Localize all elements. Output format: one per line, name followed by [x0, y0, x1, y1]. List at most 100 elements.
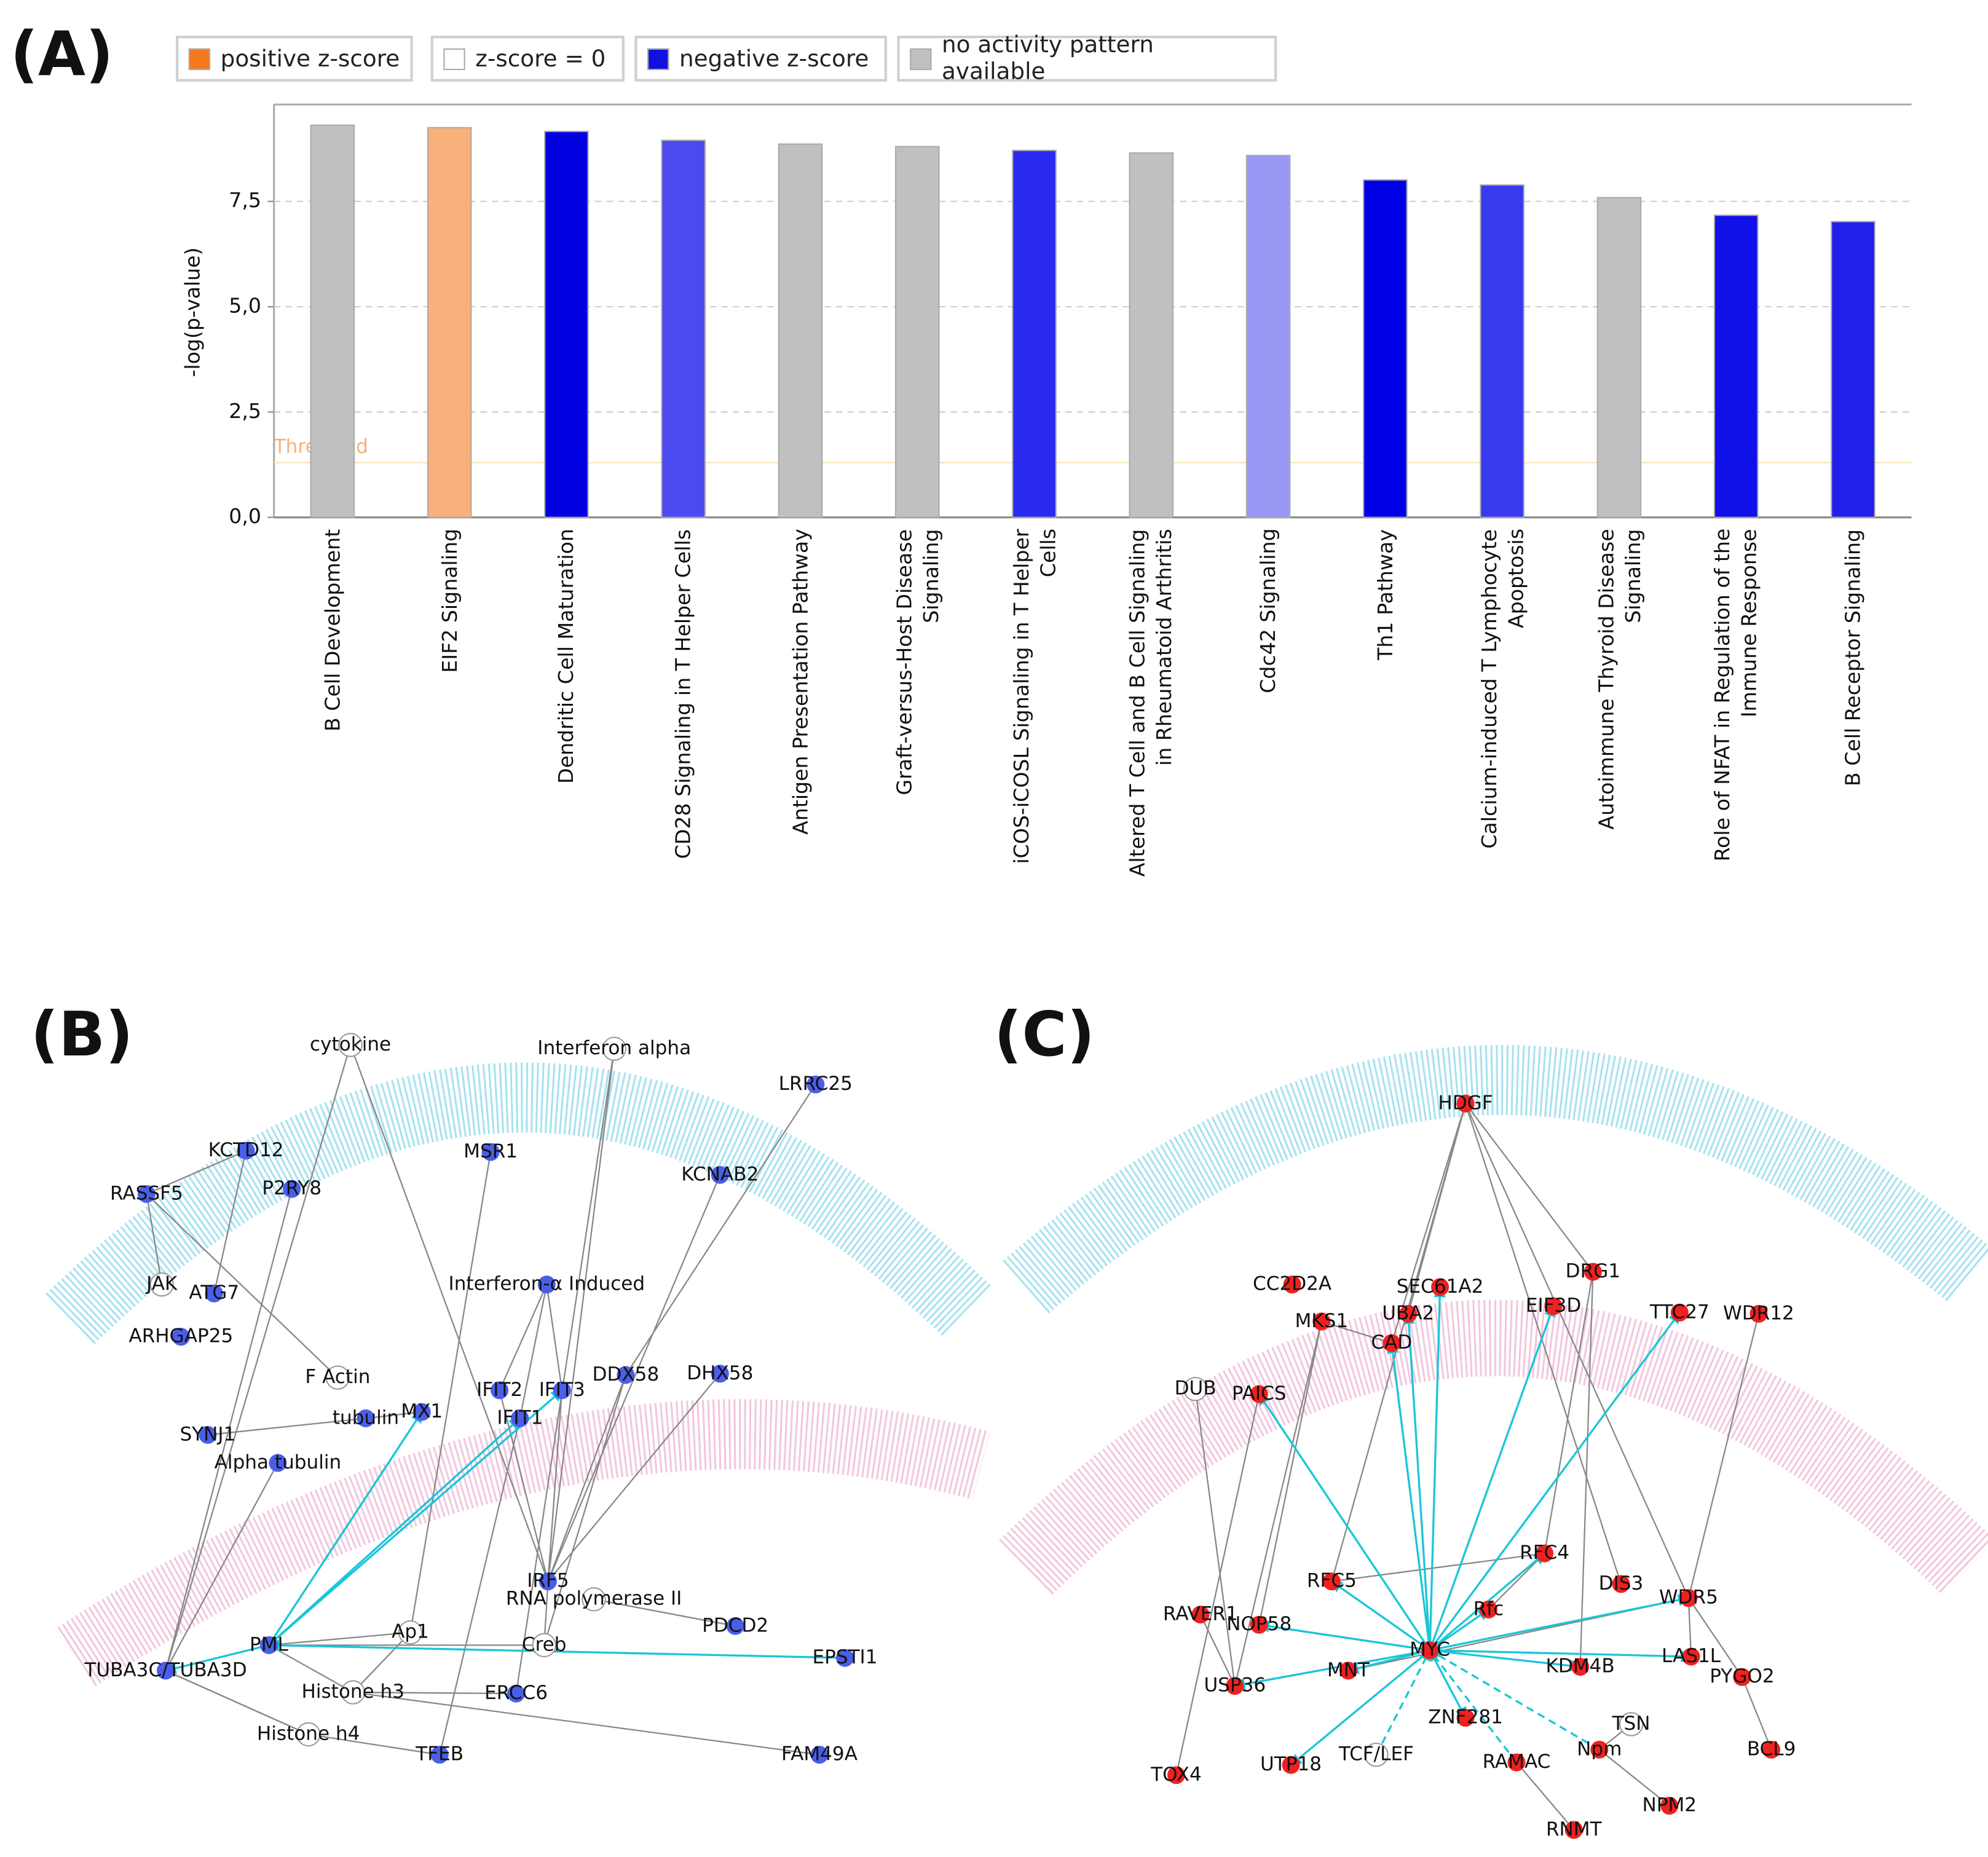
node-marker [1479, 1600, 1497, 1618]
node-label: NOP58 [1226, 1613, 1292, 1635]
node-marker [1564, 1821, 1583, 1839]
node-marker [491, 1381, 509, 1400]
edge [268, 1389, 564, 1646]
node-marker [137, 1185, 156, 1204]
node-marker [412, 1403, 431, 1421]
node-marker [1456, 1709, 1475, 1727]
node-marker [259, 1636, 278, 1654]
node-label: RFC4 [1520, 1542, 1569, 1564]
node-label: SYNJ1 [179, 1423, 235, 1445]
edge [1429, 1649, 1694, 1663]
edge [513, 1048, 615, 1695]
node-label: MYC [1410, 1639, 1450, 1661]
node-marker [1339, 1662, 1357, 1680]
edge [497, 1389, 549, 1582]
edge [1256, 1620, 1430, 1652]
node-marker [296, 1722, 321, 1747]
node-label: JAK [145, 1273, 178, 1295]
edge [1599, 1749, 1671, 1807]
edge [1232, 1321, 1322, 1687]
node-marker [1399, 1304, 1418, 1323]
node-label: tubulin [333, 1406, 399, 1429]
node-label: Histone h4 [257, 1722, 360, 1745]
node-marker [507, 1684, 526, 1703]
y-axis-label: -log(p-value) [181, 247, 205, 377]
node-label: KCNAB2 [681, 1163, 759, 1185]
edge [546, 1284, 566, 1392]
edge [1741, 1676, 1773, 1751]
node-marker [341, 1680, 365, 1705]
node-label: NPM2 [1642, 1794, 1697, 1816]
node-label: Npm [1577, 1738, 1622, 1760]
bar [778, 143, 823, 518]
edge [543, 1373, 628, 1646]
legend-label: positive z-score [220, 45, 400, 73]
x-tick-label: Cdc42 Signaling [1256, 529, 1280, 694]
node-marker [1250, 1615, 1268, 1634]
node-marker [338, 1033, 363, 1057]
node-marker [1749, 1304, 1768, 1323]
node-label: CAD [1371, 1331, 1412, 1354]
bar [1713, 215, 1759, 518]
edge [1686, 1598, 1695, 1658]
node-label: DDX58 [593, 1363, 660, 1386]
edge [1576, 1271, 1594, 1668]
bar [1480, 184, 1525, 518]
legend-swatch [443, 47, 465, 69]
bar [1245, 154, 1291, 518]
node-marker [199, 1425, 217, 1444]
node-label: MX1 [401, 1400, 443, 1422]
edge [1289, 1649, 1431, 1767]
edge [308, 1733, 441, 1758]
node-marker [1762, 1740, 1781, 1759]
node-label: IFIT3 [539, 1379, 585, 1401]
x-tick-label: B Cell Development [320, 529, 345, 731]
node-label: WDR12 [1723, 1302, 1794, 1324]
node-marker [1431, 1278, 1450, 1296]
bar [661, 140, 706, 518]
nucleus-b [57, 1399, 990, 1686]
edge [1429, 1649, 1582, 1672]
edge [267, 1639, 845, 1659]
node-marker [1250, 1385, 1268, 1403]
x-tick-label: Antigen Presentation Pathway [788, 529, 813, 835]
node-label: Alpha tubulin [215, 1451, 342, 1473]
node-label: EPSTI1 [812, 1646, 877, 1668]
node-label: ZNF281 [1428, 1706, 1503, 1729]
node-label: PDCD2 [702, 1614, 768, 1636]
legend-label: negative z-score [679, 45, 869, 73]
node-marker [1619, 1712, 1644, 1737]
legend-item: z-score = 0 [430, 36, 625, 82]
node-label: LAS1L [1662, 1645, 1721, 1667]
x-tick-label: Graft-versus-Host Disease Signaling [891, 529, 943, 795]
membrane-c [1003, 1044, 1988, 1314]
edge [1516, 1762, 1575, 1831]
node-label: EIF3D [1526, 1295, 1581, 1317]
node-marker [1507, 1753, 1526, 1772]
node-marker [807, 1075, 825, 1094]
node-marker [269, 1454, 287, 1472]
edge [1402, 1312, 1431, 1650]
edge [1331, 1550, 1546, 1582]
node-marker [1682, 1647, 1700, 1666]
edge [547, 1373, 628, 1582]
edge [267, 1631, 411, 1649]
edge [1375, 1648, 1431, 1756]
node-label: LRRC25 [779, 1073, 853, 1095]
node-label: UBA2 [1382, 1302, 1434, 1324]
node-label: RNA polymerase II [506, 1588, 682, 1610]
node-label: Interferon-α Induced [449, 1273, 645, 1295]
panel-label: (B) [31, 999, 133, 1070]
edge [439, 1417, 523, 1755]
node-marker [1679, 1589, 1698, 1607]
node-marker [810, 1746, 829, 1764]
edge [1199, 1614, 1236, 1687]
edge [407, 1151, 492, 1634]
node-marker [1733, 1668, 1751, 1686]
edge [163, 1188, 293, 1673]
node-label: IFIT2 [476, 1379, 523, 1401]
node-label: F Actin [305, 1366, 370, 1388]
node-label: Interferon alpha [537, 1037, 691, 1059]
node-label: TOX4 [1150, 1764, 1202, 1786]
node-marker [1383, 1334, 1401, 1352]
